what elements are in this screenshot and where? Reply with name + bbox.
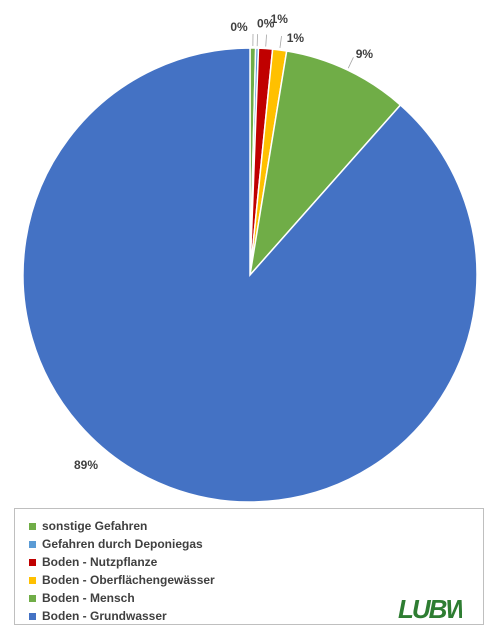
legend-swatch-4 xyxy=(29,594,36,602)
svg-text:LUBW: LUBW xyxy=(398,594,462,623)
data-label-3: 1% xyxy=(287,31,305,45)
pie-chart: 0% 0%1%1%9%89% xyxy=(22,12,478,503)
pie-slice-5 xyxy=(22,47,478,503)
legend-item-0: sonstige Gefahren xyxy=(29,517,483,535)
data-label-1: 0% xyxy=(257,16,275,30)
pie-slice-4 xyxy=(248,50,402,278)
leader-line-2 xyxy=(265,34,267,47)
legend-label-1: Gefahren durch Deponiegas xyxy=(42,537,203,551)
legend-label-3: Boden - Oberflächengewässer xyxy=(42,573,215,587)
legend-label-4: Boden - Mensch xyxy=(42,591,135,605)
legend-swatch-5 xyxy=(29,612,36,620)
legend-label-0: sonstige Gefahren xyxy=(42,519,148,533)
data-label-5: 89% xyxy=(74,458,98,472)
leader-line-4 xyxy=(347,57,354,69)
data-label-0: 0% xyxy=(230,20,248,34)
legend-swatch-2 xyxy=(29,558,36,566)
legend-label-2: Boden - Nutzpflanze xyxy=(42,555,158,569)
legend-item-3: Boden - Oberflächengewässer xyxy=(29,571,483,589)
legend-swatch-1 xyxy=(29,540,36,548)
legend-swatch-0 xyxy=(29,522,36,530)
lubw-logo: LUBW xyxy=(398,594,462,623)
data-label-2: 1% xyxy=(271,12,289,26)
legend-swatch-3 xyxy=(29,576,36,584)
legend-item-5: Boden - Grundwasser xyxy=(29,607,483,625)
legend: sonstige Gefahren Gefahren durch Deponieg… xyxy=(14,508,484,625)
leader-line-3 xyxy=(279,36,282,49)
legend-item-4: Boden - Mensch xyxy=(29,589,483,607)
legend-item-2: Boden - Nutzpflanze xyxy=(29,553,483,571)
data-label-4: 9% xyxy=(356,47,374,61)
legend-item-1: Gefahren durch Deponiegas xyxy=(29,535,483,553)
legend-label-5: Boden - Grundwasser xyxy=(42,609,167,623)
